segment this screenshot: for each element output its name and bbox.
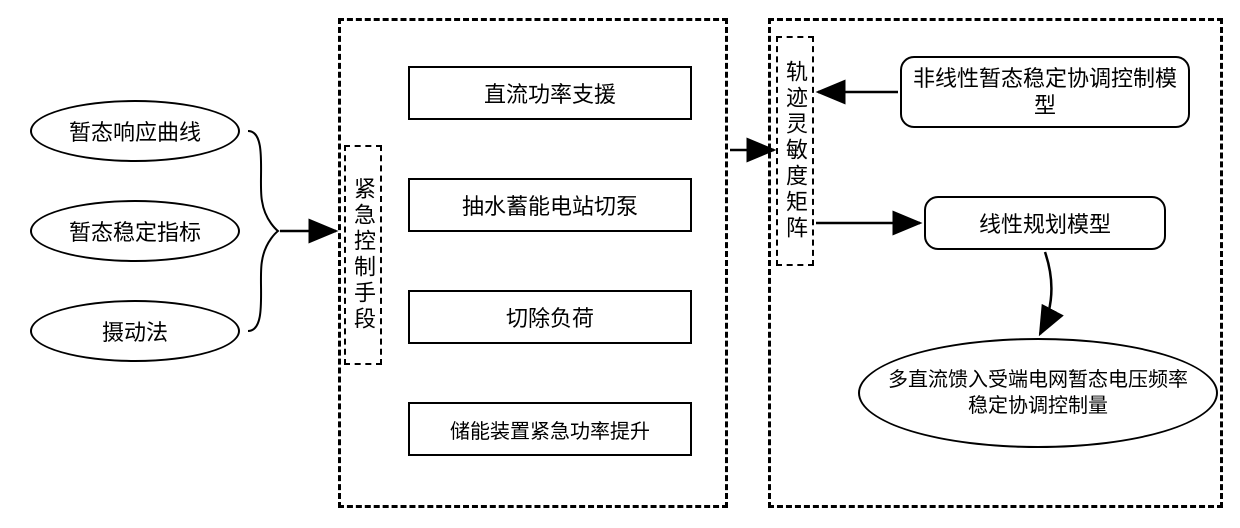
ellipse-label: 暂态稳定指标 xyxy=(69,215,201,247)
right-item-2: 多直流馈入受端电网暂态电压频率稳定协调控制量 xyxy=(858,338,1218,448)
rect-label: 储能装置紧急功率提升 xyxy=(450,415,650,444)
right-vertical-label-box: 轨迹灵敏度矩阵 xyxy=(776,36,814,266)
rect-label: 切除负荷 xyxy=(506,301,594,333)
center-item-0: 直流功率支援 xyxy=(408,66,692,120)
right-item-0: 非线性暂态稳定协调控制模型 xyxy=(900,56,1190,128)
brace-icon xyxy=(248,131,278,331)
ellipse-label: 摄动法 xyxy=(102,315,168,347)
rect-label: 直流功率支援 xyxy=(484,77,616,109)
rect-label: 抽水蓄能电站切泵 xyxy=(462,189,638,221)
center-item-3: 储能装置紧急功率提升 xyxy=(408,402,692,456)
ellipse-label: 多直流馈入受端电网暂态电压频率稳定协调控制量 xyxy=(860,367,1216,419)
center-vertical-label: 紧急控制手段 xyxy=(347,177,379,333)
right-vertical-label: 轨迹灵敏度矩阵 xyxy=(779,60,811,242)
right-item-1: 线性规划模型 xyxy=(924,196,1166,250)
center-item-2: 切除负荷 xyxy=(408,290,692,344)
input-ellipse-1: 暂态稳定指标 xyxy=(30,200,240,262)
ellipse-label: 暂态响应曲线 xyxy=(69,115,201,147)
center-vertical-label-box: 紧急控制手段 xyxy=(344,145,382,365)
center-item-1: 抽水蓄能电站切泵 xyxy=(408,178,692,232)
input-ellipse-0: 暂态响应曲线 xyxy=(30,100,240,162)
input-ellipse-2: 摄动法 xyxy=(30,300,240,362)
rrect-label: 非线性暂态稳定协调控制模型 xyxy=(902,65,1188,120)
rrect-label: 线性规划模型 xyxy=(979,207,1111,239)
